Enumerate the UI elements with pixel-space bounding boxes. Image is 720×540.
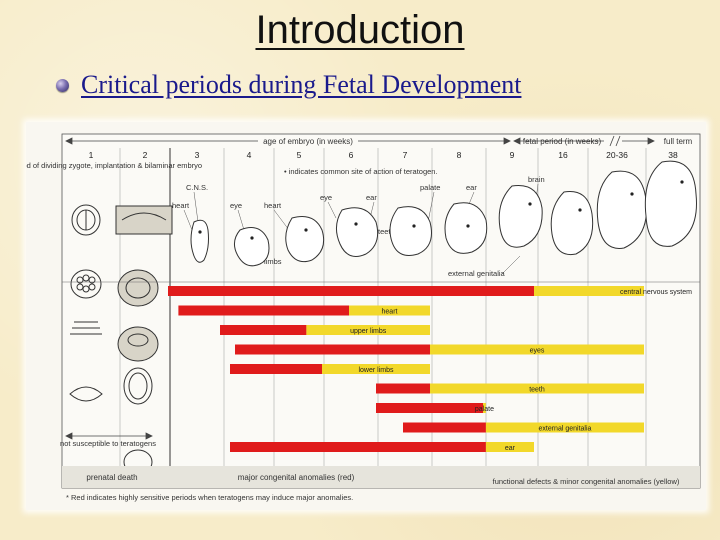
bar-red-central-nervous-system [168,286,534,296]
week-label-5: 5 [297,150,302,160]
label-teeth: teeth [378,227,395,236]
minor-anomalies-label: functional defects & minor congenital an… [493,477,680,486]
period-note: period of dividing zygote, implantation … [26,161,202,170]
bar-red-eyes [235,344,430,355]
period-note-text: period of dividing zygote, implantation … [26,161,202,170]
week-label-4: 4 [247,150,252,160]
bars-layer: central nervous system heart upper limbs ey… [168,286,692,452]
label-eye-2: eye [320,193,332,202]
slide-title-text: Introduction [255,8,465,52]
week-labels: 1 2 3 4 5 6 7 8 9 16 20-36 38 [89,150,678,160]
bar-label-eyes: eyes [530,348,545,355]
early-embryo-drawings [69,204,173,475]
bar-label-palate: palate [475,406,494,413]
label-brain: brain [528,175,545,184]
bar-red-lower-limbs [230,364,322,374]
bar-yellow-teeth [430,383,644,394]
bullet-item: Critical periods during Fetal Developmen… [56,70,521,100]
bar-red-heart [178,305,349,316]
bar-label-upper-limbs: upper limbs [350,328,387,335]
bar-red-external-genitalia [403,422,486,433]
label-limbs: limbs [264,257,282,266]
bottom-row [62,466,700,488]
major-anomalies-label: major congenital anomalies (red) [238,473,355,482]
week-label-6: 6 [349,150,354,160]
bar-label-lower-limbs: lower limbs [358,367,394,374]
slide-subtitle: Critical periods during Fetal Developmen… [81,70,522,99]
label-heart-2: heart [264,201,282,210]
slide-title: Introduction [0,8,720,53]
bar-label-heart: heart [382,309,398,316]
external-genitalia-label: external genitalia [448,269,506,278]
critical-periods-figure: age of embryo (in weeks) fetal period (i… [10,122,706,510]
bar-label-external-genitalia: external genitalia [538,426,591,433]
bar-label-ear: ear [505,445,516,452]
label-heart-1: heart [172,201,190,210]
label-cns: C.N.S. [186,183,208,192]
bar-label-central-nervous-system: central nervous system [620,289,692,296]
header-full-term-label: full term [664,137,693,146]
teratogen-note: • indicates common site of action of ter… [284,167,438,176]
bar-yellow-central-nervous-system [534,286,644,296]
week-label-8: 8 [457,150,462,160]
embryo-labels: C.N.S. heart eye heart eye ear palate ea… [172,175,545,266]
not-susceptible-arrow [65,432,153,440]
bar-yellow-ear [485,442,534,452]
embryo-series [190,160,697,267]
bar-yellow-palate [483,403,486,413]
week-label-9: 9 [510,150,515,160]
external-genitalia-pointer [501,255,521,275]
bar-red-ear [230,442,486,452]
header-arrows [65,135,655,147]
prenatal-death-label: prenatal death [86,473,137,482]
bar-yellow-lower-limbs [322,364,430,374]
bar-red-palate [376,403,483,413]
not-susceptible-note: not susceptible to teratogens [60,439,156,448]
label-ear-1: ear [366,193,377,202]
week-label-7: 7 [403,150,408,160]
week-label-38: 38 [668,150,678,160]
label-palate: palate [420,183,440,192]
bar-yellow-heart [349,305,430,316]
not-susceptible-text: not susceptible to teratogens [60,439,156,448]
label-eye-1: eye [230,201,242,210]
bar-yellow-upper-limbs [306,325,430,335]
week-label-2: 2 [143,150,148,160]
bar-yellow-eyes [430,344,644,355]
bar-label-teeth: teeth [529,387,545,394]
bullet-icon [56,78,69,92]
week-label-3: 3 [195,150,200,160]
week-label-1: 1 [89,150,94,160]
header-embryo-label: age of embryo (in weeks) [263,137,353,146]
week-label-16: 16 [558,150,568,160]
header-fetal-label: fetal period (in weeks) [523,137,602,146]
label-ear-2: ear [466,183,477,192]
bar-red-teeth [376,383,430,394]
week-label-20-36: 20-36 [606,150,628,160]
bar-red-upper-limbs [220,325,307,335]
footnote: * Red indicates highly sensitive periods… [66,493,353,502]
bar-yellow-external-genitalia [485,422,644,433]
teratogen-site-dots [198,180,684,240]
critical-periods-chart: age of embryo (in weeks) fetal period (i… [10,122,706,510]
